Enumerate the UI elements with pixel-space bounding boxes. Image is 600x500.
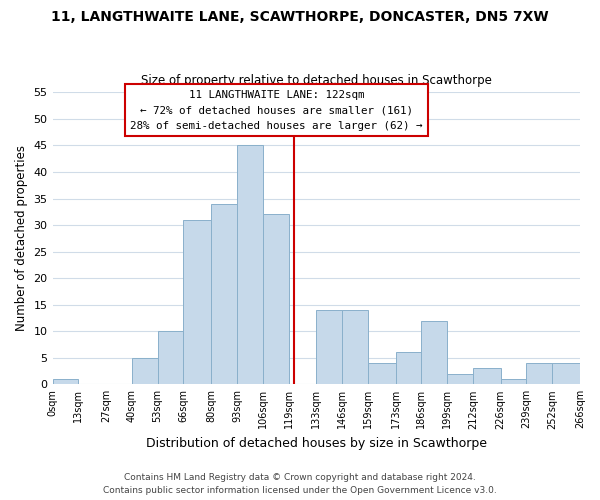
Bar [421, 320, 447, 384]
Y-axis label: Number of detached properties: Number of detached properties [15, 146, 28, 332]
Bar [158, 331, 184, 384]
Bar [211, 204, 237, 384]
Bar [263, 214, 289, 384]
Bar [473, 368, 500, 384]
Bar [580, 374, 600, 384]
X-axis label: Distribution of detached houses by size in Scawthorpe: Distribution of detached houses by size … [146, 437, 487, 450]
Text: 11 LANGTHWAITE LANE: 122sqm
← 72% of detached houses are smaller (161)
28% of se: 11 LANGTHWAITE LANE: 122sqm ← 72% of det… [130, 90, 423, 131]
Bar [132, 358, 158, 384]
Bar [316, 310, 342, 384]
Bar [368, 363, 395, 384]
Text: 11, LANGTHWAITE LANE, SCAWTHORPE, DONCASTER, DN5 7XW: 11, LANGTHWAITE LANE, SCAWTHORPE, DONCAS… [51, 10, 549, 24]
Bar [447, 374, 473, 384]
Title: Size of property relative to detached houses in Scawthorpe: Size of property relative to detached ho… [141, 74, 492, 87]
Bar [500, 379, 526, 384]
Bar [237, 146, 263, 384]
Bar [552, 363, 580, 384]
Text: Contains HM Land Registry data © Crown copyright and database right 2024.
Contai: Contains HM Land Registry data © Crown c… [103, 474, 497, 495]
Bar [53, 379, 79, 384]
Bar [395, 352, 421, 384]
Bar [342, 310, 368, 384]
Bar [184, 220, 211, 384]
Bar [526, 363, 552, 384]
